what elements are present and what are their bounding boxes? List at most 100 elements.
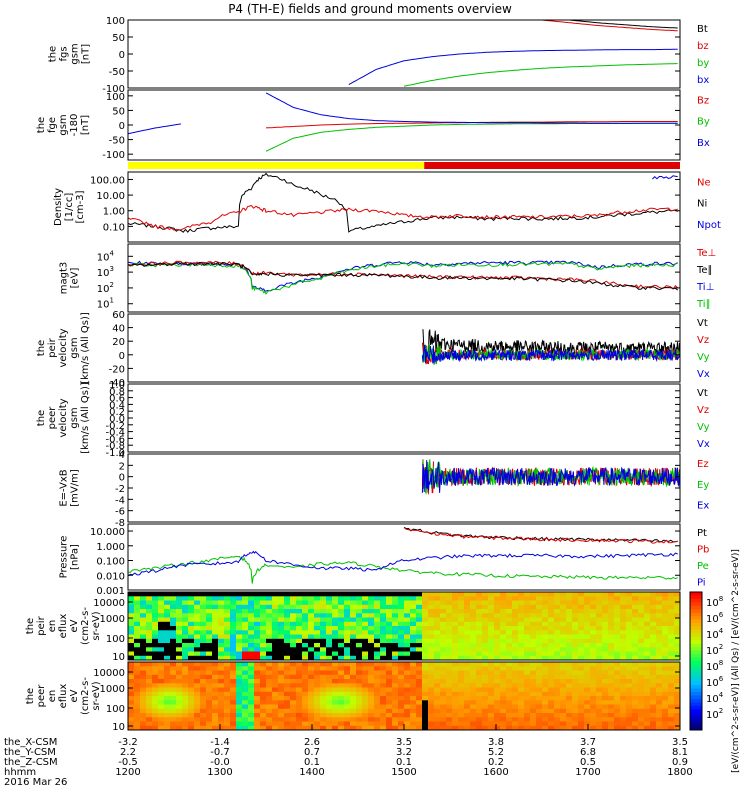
spectrogram-cell <box>254 691 261 697</box>
spectrogram-cell <box>230 600 237 606</box>
spectrogram-cell <box>296 687 303 693</box>
spectrogram-cell <box>206 643 213 648</box>
y-tick-exponent: 4 <box>110 249 115 257</box>
spectrogram-cell <box>218 721 225 727</box>
spectrogram-cell <box>206 713 213 718</box>
spectrogram-cell <box>452 621 459 627</box>
spectrogram-cell <box>650 683 657 689</box>
spectrogram-cell <box>572 621 579 627</box>
spectrogram-cell <box>152 725 159 730</box>
spectrogram-cell <box>440 713 447 718</box>
spectrogram-cell <box>284 704 291 710</box>
spectrogram-cell <box>668 713 675 718</box>
spectrogram-cell <box>476 613 483 619</box>
spectrogram-cell <box>512 713 519 718</box>
spectrogram-cell <box>416 670 423 676</box>
spectrogram-cell <box>128 643 135 648</box>
spectrogram-cell <box>470 700 477 706</box>
spectrogram-cell <box>152 679 159 684</box>
spectrogram-cell <box>368 647 375 653</box>
spectrogram-cell <box>146 626 153 631</box>
spectrogram-cell <box>626 725 633 730</box>
spectrogram-cell <box>500 713 507 718</box>
x-row-value: 5.2 <box>488 747 504 758</box>
spectrogram-cell <box>314 647 321 653</box>
spectrogram-cell <box>446 634 453 640</box>
spectrogram-cell <box>182 708 189 714</box>
spectrogram-cell <box>380 626 387 631</box>
spectrogram-cell <box>230 679 237 684</box>
legend-entry: Ti∥ <box>696 299 711 310</box>
spectrogram-cell <box>422 687 429 693</box>
spectrogram-cell <box>374 704 381 710</box>
spectrogram-cell <box>206 596 213 602</box>
spectrogram-cell <box>632 704 639 710</box>
spectrogram-cell <box>560 600 567 606</box>
spectrogram-cell <box>506 691 513 697</box>
series-line-Bx <box>128 123 181 135</box>
spectrogram-cell <box>398 647 405 653</box>
spectrogram-cell <box>476 687 483 693</box>
spectrogram-cell <box>308 708 315 714</box>
spectrogram-cell <box>188 700 195 706</box>
y-tick-label: -0.6 <box>105 434 125 445</box>
spectrogram-cell <box>290 638 297 644</box>
spectrogram-cell <box>542 626 549 631</box>
spectrogram-cell <box>548 600 555 606</box>
spectrogram-cell <box>242 670 249 676</box>
spectrogram-cell <box>614 704 621 710</box>
spectrogram-cell <box>176 708 183 714</box>
spectrogram-cell <box>392 683 399 689</box>
spectrogram-cell <box>314 596 321 602</box>
spectrogram-cell <box>212 617 219 623</box>
spectrogram-cell <box>368 670 375 676</box>
spectrogram-cell <box>404 638 411 644</box>
spectrogram-cell <box>296 713 303 718</box>
x-row-label: the_Y-CSM <box>4 747 56 758</box>
spectrogram-cell <box>362 617 369 623</box>
spectrogram-cell <box>422 700 429 706</box>
spectrogram-cell <box>578 687 585 693</box>
colorbar-cell <box>690 626 702 631</box>
spectrogram-cell <box>308 647 315 653</box>
spectrogram-cell <box>206 704 213 710</box>
spectrogram-cell <box>458 592 465 597</box>
spectrogram-cell <box>320 592 327 597</box>
spectrogram-cell <box>638 683 645 689</box>
spectrogram-cell <box>236 725 243 730</box>
spectrogram-cell <box>542 674 549 680</box>
spectrogram-cell <box>440 651 447 657</box>
spectrogram-cell <box>638 600 645 606</box>
y-tick-label: -50 <box>109 136 125 147</box>
spectrogram-cell <box>542 721 549 727</box>
spectrogram-cell <box>542 604 549 610</box>
spectrogram-cell <box>314 604 321 610</box>
spectrogram-cell <box>320 700 327 706</box>
spectrogram-cell <box>380 717 387 723</box>
spectrogram-cell <box>590 704 597 710</box>
spectrogram-cell <box>302 717 309 723</box>
spectrogram-cell <box>644 621 651 627</box>
spectrogram-cell <box>140 647 147 653</box>
spectrogram-cell <box>242 721 249 727</box>
spectrogram-cell <box>266 683 273 689</box>
spectrogram-cell <box>344 609 351 614</box>
spectrogram-cell <box>512 721 519 727</box>
spectrogram-cell <box>596 704 603 710</box>
colorbar-cell <box>690 674 702 679</box>
x-row-value: 1600 <box>483 767 508 778</box>
spectrogram-cell <box>530 617 537 623</box>
spectrogram-cell <box>218 679 225 684</box>
spectrogram-cell <box>236 643 243 648</box>
spectrogram-cell <box>356 674 363 680</box>
spectrogram-cell <box>404 596 411 602</box>
spectrogram-cell <box>674 596 680 602</box>
spectrogram-cell <box>302 696 309 701</box>
spectrogram-cell <box>338 721 345 727</box>
spectrogram-cell <box>434 621 441 627</box>
spectrogram-cell <box>530 613 537 619</box>
spectrogram-cell <box>512 617 519 623</box>
spectrogram-cell <box>218 634 225 640</box>
spectrogram-cell <box>200 670 207 676</box>
